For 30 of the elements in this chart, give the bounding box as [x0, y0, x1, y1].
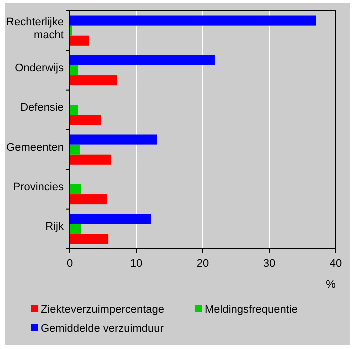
bar [70, 134, 158, 145]
bar [70, 16, 316, 26]
legend-label: Ziekteverzuimpercentage [41, 304, 165, 316]
y-tick-label: Rijk [46, 221, 64, 234]
bar [70, 154, 112, 165]
bar [70, 194, 108, 205]
y-tick-label: Defensie [20, 102, 64, 114]
bar [70, 55, 215, 66]
x-tick-label: 0 [66, 258, 74, 270]
bar [70, 144, 80, 155]
x-tick-label: 20 [196, 258, 210, 270]
x-tick-label: 10 [130, 258, 143, 270]
x-axis-title: % [326, 279, 336, 291]
bar [70, 214, 152, 224]
legend-label: Gemiddelde verzuimduur [41, 323, 164, 335]
y-tick-label: Onderwijs [15, 62, 64, 74]
x-tick-label: 30 [263, 258, 276, 270]
bar [70, 234, 109, 244]
bar [70, 105, 78, 116]
y-tick-label: Rechterlijke macht [6, 16, 64, 42]
x-tick-label: 40 [330, 258, 342, 270]
legend-label: Meldingsfrequentie [205, 304, 298, 316]
bar [70, 115, 102, 126]
bar [70, 224, 82, 234]
y-tick-label: Provincies [13, 182, 64, 194]
y-tick-label: Gemeenten [6, 142, 64, 154]
bar [70, 76, 118, 86]
bar [70, 184, 82, 195]
bar [70, 65, 78, 76]
bar [70, 36, 90, 46]
